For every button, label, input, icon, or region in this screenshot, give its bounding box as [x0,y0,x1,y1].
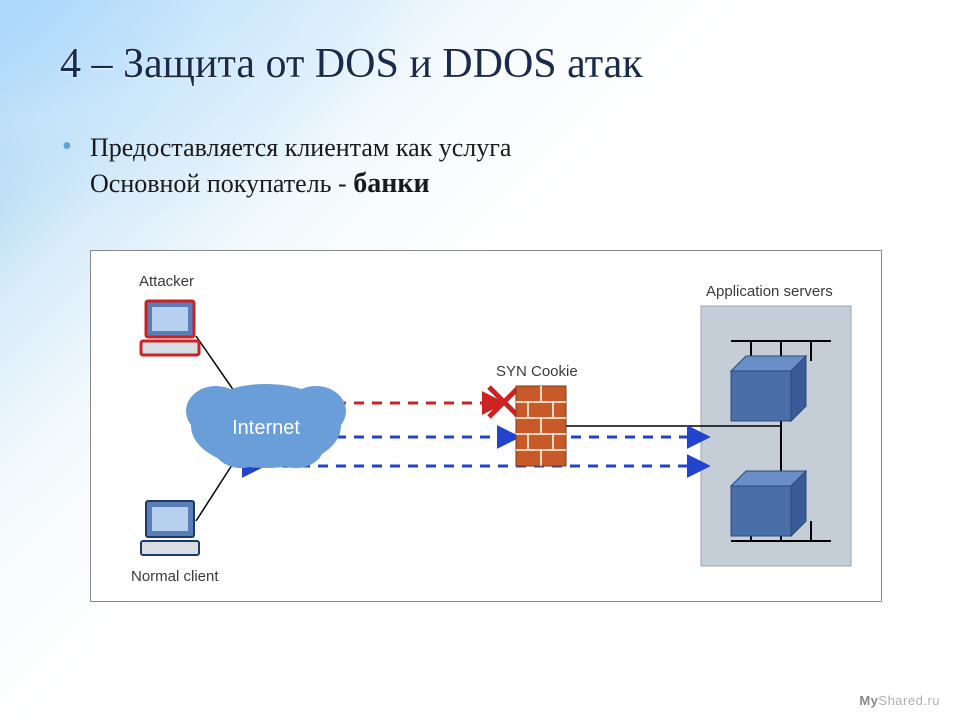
bullet-line-2-bold: банки [353,168,429,199]
diagram-svg: Internet [91,251,881,601]
server-1-icon [731,356,806,421]
firewall-icon [516,386,566,466]
network-diagram: Internet [90,250,882,602]
slide-body: • Предоставляется клиентам как услуга Ос… [90,130,900,203]
bullet-line-2-prefix: Основной покупатель - [90,169,353,198]
server-2-icon [731,471,806,536]
watermark-prefix: My [859,693,878,708]
blocked-x-icon [489,387,519,417]
watermark-rest: Shared.ru [878,693,940,708]
attacker-pc-icon [141,301,199,355]
syn-cookie-label: SYN Cookie [496,363,578,380]
svg-text:Internet: Internet [232,417,300,439]
attacker-label: Attacker [139,273,194,290]
app-servers-label: Application servers [706,283,833,300]
slide-title: 4 – Защита от DOS и DDOS атак [60,40,643,88]
normal-client-pc-icon [141,501,199,555]
watermark: MyShared.ru [859,693,940,708]
slide: 4 – Защита от DOS и DDOS атак • Предоста… [0,0,960,720]
bullet-icon: • [62,128,72,166]
bullet-line-1: Предоставляется клиентам как услуга [90,133,511,162]
normal-client-label: Normal client [131,568,219,585]
internet-cloud-icon: Internet [186,384,346,468]
